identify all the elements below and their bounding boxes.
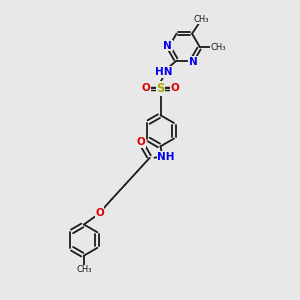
Text: HN: HN [155, 67, 173, 77]
Text: O: O [95, 208, 104, 218]
Text: S: S [156, 82, 165, 95]
Text: O: O [142, 83, 151, 94]
Text: O: O [136, 137, 145, 147]
Text: CH₃: CH₃ [76, 265, 92, 274]
Text: N: N [189, 57, 198, 67]
Text: O: O [170, 83, 179, 94]
Text: CH₃: CH₃ [194, 15, 209, 24]
Text: N: N [163, 41, 172, 51]
Text: CH₃: CH₃ [210, 43, 226, 52]
Text: NH: NH [158, 152, 175, 162]
